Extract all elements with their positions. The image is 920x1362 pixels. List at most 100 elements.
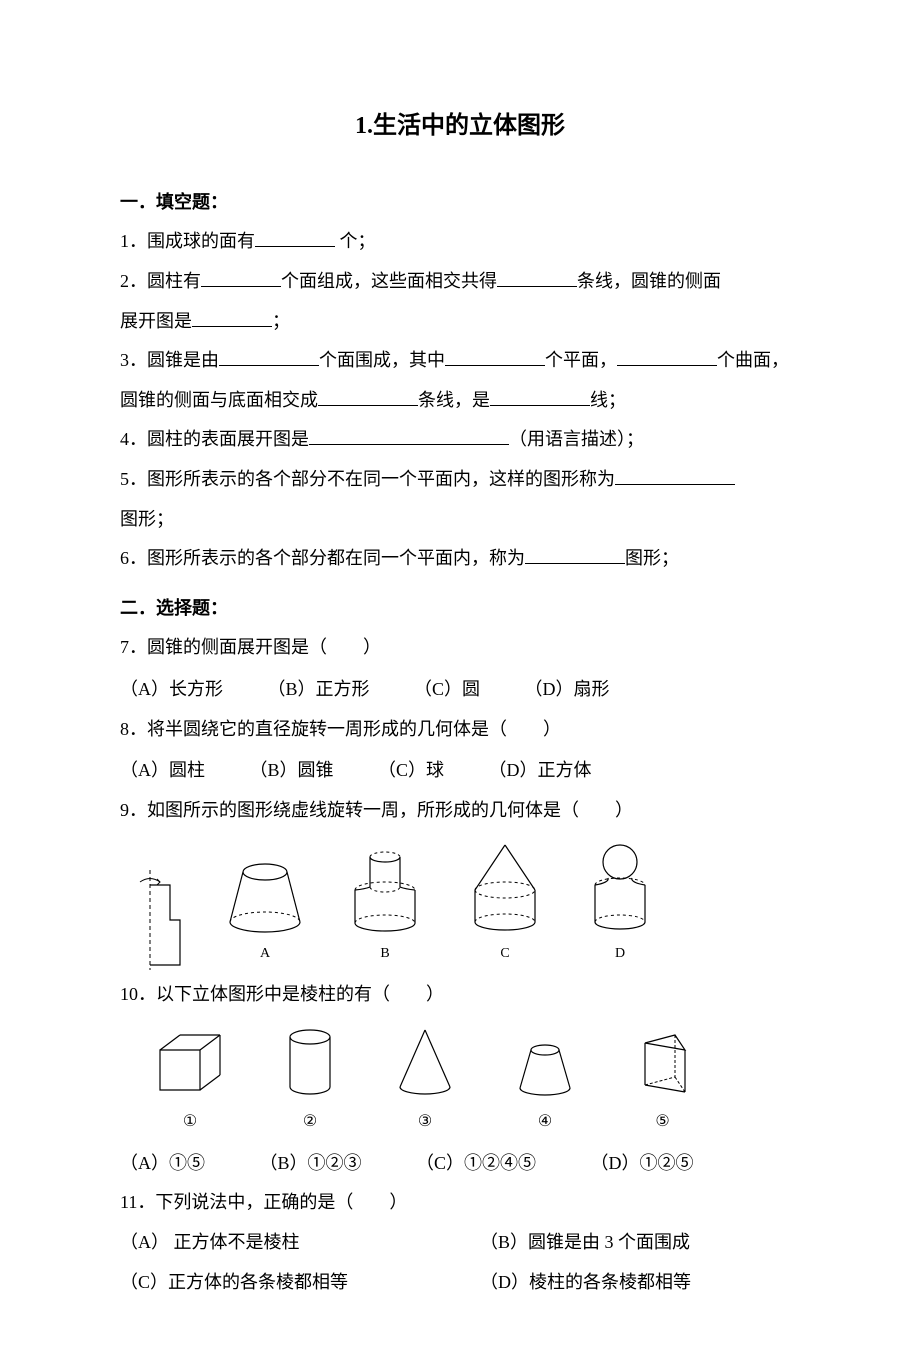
- q9-label-c: C: [500, 939, 509, 970]
- rotation-profile-icon: [130, 870, 190, 970]
- q11-opt-b: （B）圆锥是由 3 个面围成: [480, 1223, 690, 1263]
- q7-opt-a: （A）长方形: [120, 670, 223, 710]
- q10-fig-1: ①: [150, 1030, 230, 1139]
- q9-fig-b: B: [340, 845, 430, 970]
- q1-prefix: 1．围成球的面有: [120, 231, 255, 251]
- q3-p1: 3．圆锥是由: [120, 350, 219, 370]
- q4-p1: 4．圆柱的表面展开图是: [120, 429, 309, 449]
- cone-icon: [390, 1025, 460, 1100]
- q1-suffix: 个；: [335, 231, 376, 251]
- page-title: 1.生活中的立体图形: [120, 100, 800, 153]
- q3-p3: 个平面，: [545, 350, 617, 370]
- q11-row2: （C）正方体的各条棱都相等 （D）棱柱的各条棱都相等: [120, 1263, 800, 1303]
- q5-p1: 5．图形所表示的各个部分不在同一个平面内，这样的图形称为: [120, 469, 615, 489]
- sphere-on-cylinder-icon: [580, 840, 660, 935]
- blank: [525, 546, 625, 564]
- question-2-line2: 展开图是 ；: [120, 302, 800, 342]
- blank: [497, 269, 577, 287]
- question-8: 8．将半圆绕它的直径旋转一周形成的几何体是（ ）: [120, 710, 800, 750]
- triangular-prism-icon: [630, 1025, 695, 1100]
- q7-opt-d: （D）扇形: [525, 670, 610, 710]
- q3-l2-p1: 圆锥的侧面与底面相交成: [120, 390, 318, 410]
- q10-opt-b: （B）①②③: [260, 1144, 362, 1184]
- cone-on-cylinder-icon: [460, 840, 550, 935]
- q6-p2: 图形；: [625, 548, 679, 568]
- q2-p3: 条线，圆锥的侧面: [577, 271, 721, 291]
- q2-p1: 2．圆柱有: [120, 271, 201, 291]
- question-5: 5．图形所表示的各个部分不在同一个平面内，这样的图形称为: [120, 460, 800, 500]
- q10-fig-4: ④: [510, 1040, 580, 1139]
- question-8-options: （A）圆柱 （B）圆锥 （C）球 （D）正方体: [120, 751, 800, 791]
- blank: [192, 309, 272, 327]
- q10-label-4: ④: [538, 1104, 552, 1139]
- q3-p4: 个曲面，: [717, 350, 789, 370]
- q9-fig-c: C: [460, 840, 550, 970]
- blank: [445, 348, 545, 366]
- question-7: 7．圆锥的侧面展开图是（ ）: [120, 628, 800, 668]
- question-11: 11．下列说法中，正确的是（ ）: [120, 1183, 800, 1223]
- blank: [201, 269, 281, 287]
- q11-opt-a: （A） 正方体不是棱柱: [120, 1223, 480, 1263]
- q3-l2-p2: 条线，是: [418, 390, 490, 410]
- q11-opt-d: （D）棱柱的各条棱都相等: [480, 1263, 691, 1303]
- q9-profile: [130, 870, 190, 970]
- question-10: 10．以下立体图形中是棱柱的有（ ）: [120, 975, 800, 1015]
- section-2-header: 二．选择题：: [120, 589, 800, 629]
- q7-opt-c: （C）圆: [414, 670, 480, 710]
- question-3: 3．圆锥是由 个面围成，其中 个平面， 个曲面，: [120, 341, 800, 381]
- cylinder-icon: [280, 1025, 340, 1100]
- question-9: 9．如图所示的图形绕虚线旋转一周，所形成的几何体是（ ）: [120, 791, 800, 831]
- q9-fig-d: D: [580, 840, 660, 970]
- question-10-options: （A）①⑤ （B）①②③ （C）①②④⑤ （D）①②⑤: [120, 1144, 800, 1184]
- q10-fig-5: ⑤: [630, 1025, 695, 1139]
- q5-l2: 图形；: [120, 509, 174, 529]
- blank: [490, 388, 590, 406]
- q9-label-a: A: [260, 939, 270, 970]
- blank: [615, 467, 735, 485]
- q9-label-d: D: [615, 939, 625, 970]
- question-2: 2．圆柱有 个面组成，这些面相交共得 条线，圆锥的侧面: [120, 262, 800, 302]
- blank: [617, 348, 717, 366]
- q7-opt-b: （B）正方形: [268, 670, 370, 710]
- q9-fig-a: A: [220, 860, 310, 970]
- question-6: 6．图形所表示的各个部分都在同一个平面内，称为 图形；: [120, 539, 800, 579]
- q10-opt-c: （C）①②④⑤: [416, 1144, 536, 1184]
- blank: [219, 348, 319, 366]
- q11-row1: （A） 正方体不是棱柱 （B）圆锥是由 3 个面围成: [120, 1223, 800, 1263]
- question-7-options: （A）长方形 （B）正方形 （C）圆 （D）扇形: [120, 670, 800, 710]
- q8-opt-d: （D）正方体: [489, 751, 592, 791]
- q6-p1: 6．图形所表示的各个部分都在同一个平面内，称为: [120, 548, 525, 568]
- q10-label-1: ①: [183, 1104, 197, 1139]
- q11-opt-c: （C）正方体的各条棱都相等: [120, 1263, 480, 1303]
- q4-p2: （用语言描述）；: [509, 429, 644, 449]
- q8-opt-b: （B）圆锥: [250, 751, 334, 791]
- q3-p2: 个面围成，其中: [319, 350, 445, 370]
- question-1: 1．围成球的面有 个；: [120, 222, 800, 262]
- q2-l2-suffix: ；: [272, 311, 290, 331]
- q10-fig-2: ②: [280, 1025, 340, 1139]
- q2-p2: 个面组成，这些面相交共得: [281, 271, 497, 291]
- blank: [318, 388, 418, 406]
- blank: [309, 427, 509, 445]
- q10-opt-d: （D）①②⑤: [591, 1144, 694, 1184]
- q2-l2-p1: 展开图是: [120, 311, 192, 331]
- q9-figures: A B C: [130, 840, 800, 970]
- q10-label-5: ⑤: [655, 1104, 669, 1139]
- q10-fig-3: ③: [390, 1025, 460, 1139]
- cuboid-icon: [150, 1030, 230, 1100]
- q8-opt-a: （A）圆柱: [120, 751, 205, 791]
- q10-opt-a: （A）①⑤: [120, 1144, 205, 1184]
- q10-figures: ① ② ③ ④: [150, 1025, 800, 1139]
- q9-label-b: B: [380, 939, 389, 970]
- question-5-line2: 图形；: [120, 500, 800, 540]
- section-1-header: 一．填空题：: [120, 183, 800, 223]
- q10-label-2: ②: [303, 1104, 317, 1139]
- question-4: 4．圆柱的表面展开图是 （用语言描述）；: [120, 420, 800, 460]
- frustum-small-icon: [510, 1040, 580, 1100]
- q3-l2-p3: 线；: [590, 390, 626, 410]
- blank: [255, 229, 335, 247]
- step-cylinder-icon: [340, 845, 430, 935]
- question-3-line2: 圆锥的侧面与底面相交成 条线，是 线；: [120, 381, 800, 421]
- frustum-icon: [220, 860, 310, 935]
- q8-opt-c: （C）球: [378, 751, 444, 791]
